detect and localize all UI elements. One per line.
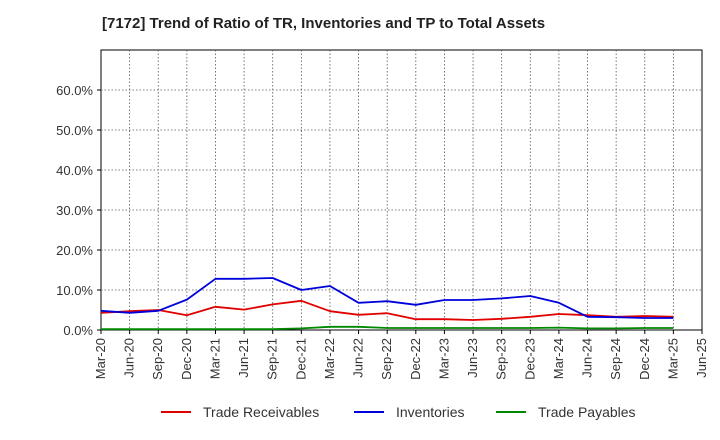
x-tick-label: Jun-25	[694, 338, 709, 378]
chart-legend: Trade Receivables Inventories Trade Paya…	[0, 404, 720, 424]
plot-area	[100, 49, 703, 331]
legend-label-trade-receivables: Trade Receivables	[203, 404, 320, 420]
legend-item-trade-payables: Trade Payables	[496, 404, 636, 420]
chart-title: [7172] Trend of Ratio of TR, Inventories…	[102, 15, 546, 32]
legend-item-inventories: Inventories	[354, 404, 464, 420]
y-tick-label: 30.0%	[56, 203, 93, 218]
x-tick-label: Sep-20	[150, 338, 165, 380]
y-tick-label: 40.0%	[56, 163, 93, 178]
legend-swatch-trade-payables	[496, 411, 526, 413]
series-line-trade-payables	[101, 325, 674, 331]
x-tick-label: Dec-21	[293, 338, 308, 380]
legend-swatch-trade-receivables	[161, 411, 191, 413]
x-tick-label: Mar-23	[436, 338, 451, 379]
x-axis-ticks: Mar-20 Jun-20 Sep-20 Dec-20 Mar-21 Jun-21 Sep-…	[93, 330, 709, 380]
legend-label-trade-payables: Trade Payables	[538, 404, 636, 420]
y-tick-label: 60.0%	[56, 83, 93, 98]
y-tick-label: 10.0%	[56, 283, 93, 298]
grid-lines	[101, 50, 702, 330]
x-tick-label: Sep-23	[494, 338, 509, 380]
x-tick-label: Dec-23	[522, 338, 537, 380]
x-tick-label: Mar-20	[93, 338, 108, 379]
x-tick-label: Mar-24	[551, 338, 566, 379]
x-tick-label: Mar-21	[207, 338, 222, 379]
series-line-inventories	[100, 277, 674, 319]
x-tick-label: Mar-22	[322, 338, 337, 379]
x-tick-label: Dec-20	[179, 338, 194, 380]
y-tick-label: 20.0%	[56, 243, 93, 258]
y-tick-label: 0.0%	[63, 323, 93, 338]
x-tick-label: Jun-20	[122, 338, 137, 378]
x-tick-label: Mar-25	[665, 338, 680, 379]
x-tick-label: Dec-22	[408, 338, 423, 380]
x-tick-label: Jun-21	[236, 338, 251, 378]
x-tick-label: Jun-23	[465, 338, 480, 378]
x-tick-label: Sep-22	[379, 338, 394, 380]
legend-item-trade-receivables: Trade Receivables	[161, 404, 319, 420]
y-tick-label: 50.0%	[56, 123, 93, 138]
x-tick-label: Jun-22	[351, 338, 366, 378]
legend-swatch-inventories	[354, 411, 384, 413]
legend-label-inventories: Inventories	[396, 404, 465, 420]
x-tick-label: Dec-24	[637, 338, 652, 380]
x-tick-label: Sep-21	[265, 338, 280, 380]
y-axis-ticks: 0.0% 10.0% 20.0% 30.0% 40.0% 50.0% 60.0%	[56, 83, 101, 338]
series-line-trade-receivables	[100, 299, 674, 321]
x-tick-label: Sep-24	[608, 338, 623, 380]
series-lines	[100, 277, 674, 331]
x-tick-label: Jun-24	[580, 338, 595, 378]
